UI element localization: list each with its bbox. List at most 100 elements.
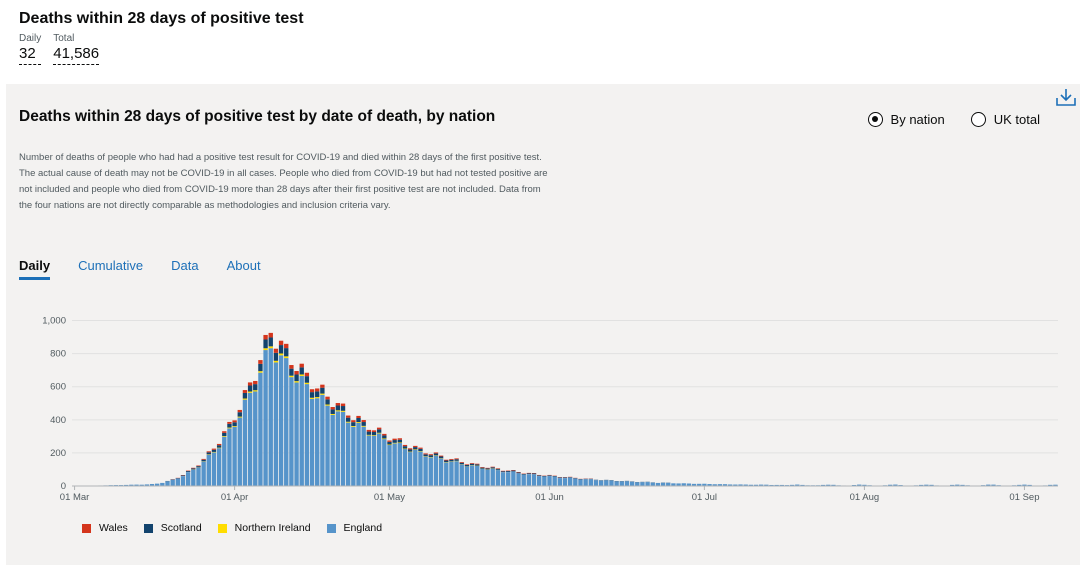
bar-england bbox=[402, 449, 408, 486]
bar-northern-ireland bbox=[392, 442, 397, 444]
bar-england bbox=[960, 484, 965, 486]
total-value[interactable]: 41,586 bbox=[53, 45, 100, 65]
bar-england bbox=[330, 414, 335, 486]
bar-scotland bbox=[211, 449, 217, 452]
bar-wales bbox=[253, 380, 258, 385]
legend-item-england[interactable]: England bbox=[326, 522, 382, 534]
bar-england bbox=[635, 482, 640, 486]
bar-england bbox=[609, 480, 614, 486]
bar-england bbox=[857, 484, 862, 486]
bar-scotland bbox=[557, 477, 563, 478]
bar-england bbox=[702, 483, 707, 486]
bar-england bbox=[284, 358, 289, 486]
bar-england bbox=[557, 478, 563, 486]
tab-cumulative[interactable]: Cumulative bbox=[78, 258, 144, 273]
bar-england bbox=[733, 484, 738, 486]
radio-by-nation[interactable]: By nation bbox=[867, 112, 945, 127]
legend-swatch-scotland bbox=[143, 523, 153, 533]
bar-england bbox=[423, 456, 428, 486]
bar-wales bbox=[423, 453, 428, 455]
daily-value[interactable]: 32 bbox=[19, 45, 42, 65]
x-tick-label: 01 Jul bbox=[692, 492, 717, 503]
radio-uk-total-circle[interactable] bbox=[970, 112, 986, 127]
bar-england bbox=[516, 473, 521, 486]
legend-item-scotland[interactable]: Scotland bbox=[143, 522, 202, 534]
bar-wales bbox=[330, 407, 335, 410]
bar-northern-ireland bbox=[309, 397, 315, 399]
bar-scotland bbox=[278, 345, 284, 354]
bar-scotland bbox=[464, 465, 470, 467]
bar-scotland bbox=[402, 446, 408, 449]
bar-england bbox=[712, 484, 717, 486]
legend-label-wales: Wales bbox=[99, 522, 128, 534]
bar-wales bbox=[196, 465, 201, 467]
bar-scotland bbox=[237, 412, 242, 417]
bar-northern-ireland bbox=[351, 425, 356, 427]
chart-title: Deaths within 28 days of positive test b… bbox=[19, 108, 496, 125]
x-tick-label: 01 Mar bbox=[60, 492, 90, 503]
bar-northern-ireland bbox=[278, 353, 284, 356]
legend-label-scotland: Scotland bbox=[160, 522, 202, 534]
bar-wales bbox=[237, 409, 242, 413]
bar-england bbox=[206, 454, 211, 486]
bar-england bbox=[227, 428, 232, 486]
bar-england bbox=[480, 468, 485, 486]
bar-england bbox=[340, 411, 346, 486]
bar-scotland bbox=[516, 472, 521, 474]
bar-wales bbox=[258, 360, 263, 364]
bar-wales bbox=[485, 467, 490, 469]
chart-card: Deaths within 28 days of positive test b… bbox=[6, 84, 1080, 565]
bar-northern-ireland bbox=[387, 444, 392, 446]
bar-england bbox=[170, 479, 175, 486]
bar-england bbox=[418, 451, 423, 486]
bar-scotland bbox=[289, 368, 294, 376]
legend-swatch-wales bbox=[82, 523, 91, 533]
daily-stat[interactable]: Daily 32 bbox=[19, 33, 42, 65]
bar-england bbox=[511, 471, 516, 486]
radio-by-nation-circle[interactable] bbox=[867, 112, 883, 127]
bar-england bbox=[789, 484, 795, 486]
y-tick-label: 0 bbox=[61, 481, 66, 492]
bar-wales bbox=[299, 363, 304, 368]
tab-about[interactable]: About bbox=[226, 258, 261, 273]
bar-northern-ireland bbox=[335, 410, 341, 412]
bar-scotland bbox=[346, 417, 351, 422]
bar-england bbox=[294, 382, 299, 486]
daily-label: Daily bbox=[19, 33, 42, 44]
bar-england bbox=[433, 455, 439, 486]
bar-wales bbox=[335, 403, 341, 406]
bar-england bbox=[660, 482, 666, 486]
legend-item-wales[interactable]: Wales bbox=[82, 522, 128, 534]
bar-scotland bbox=[423, 454, 428, 457]
bar-england bbox=[542, 476, 547, 486]
bar-wales bbox=[340, 403, 346, 407]
bar-england bbox=[304, 384, 310, 486]
bar-england bbox=[728, 484, 733, 486]
tab-data[interactable]: Data bbox=[171, 258, 199, 273]
radio-uk-total[interactable]: UK total bbox=[970, 112, 1040, 127]
bar-england bbox=[469, 465, 475, 486]
bar-england bbox=[769, 484, 774, 486]
bar-wales bbox=[216, 443, 222, 446]
bar-england bbox=[707, 484, 712, 486]
chart-description: Number of deaths of people who had had a… bbox=[19, 152, 548, 211]
bar-northern-ireland bbox=[294, 381, 299, 383]
bar-england bbox=[413, 449, 418, 486]
bar-scotland bbox=[299, 367, 304, 375]
chart-legend: Wales Scotland Northern Ireland England bbox=[82, 522, 382, 534]
bar-wales bbox=[242, 390, 248, 393]
bar-england bbox=[278, 355, 284, 486]
bar-scotland bbox=[315, 391, 320, 398]
bar-wales bbox=[304, 372, 310, 377]
bar-scotland bbox=[232, 422, 237, 427]
bar-england bbox=[1027, 484, 1032, 486]
bar-england bbox=[124, 484, 129, 486]
legend-item-northern-ireland[interactable]: Northern Ireland bbox=[217, 522, 311, 534]
bar-england bbox=[655, 482, 661, 486]
download-icon[interactable] bbox=[1055, 87, 1077, 107]
bar-scotland bbox=[304, 376, 310, 383]
bar-england bbox=[681, 483, 686, 486]
total-stat[interactable]: Total 41,586 bbox=[53, 33, 100, 65]
bar-england bbox=[686, 483, 692, 486]
tab-daily[interactable]: Daily bbox=[19, 258, 51, 280]
